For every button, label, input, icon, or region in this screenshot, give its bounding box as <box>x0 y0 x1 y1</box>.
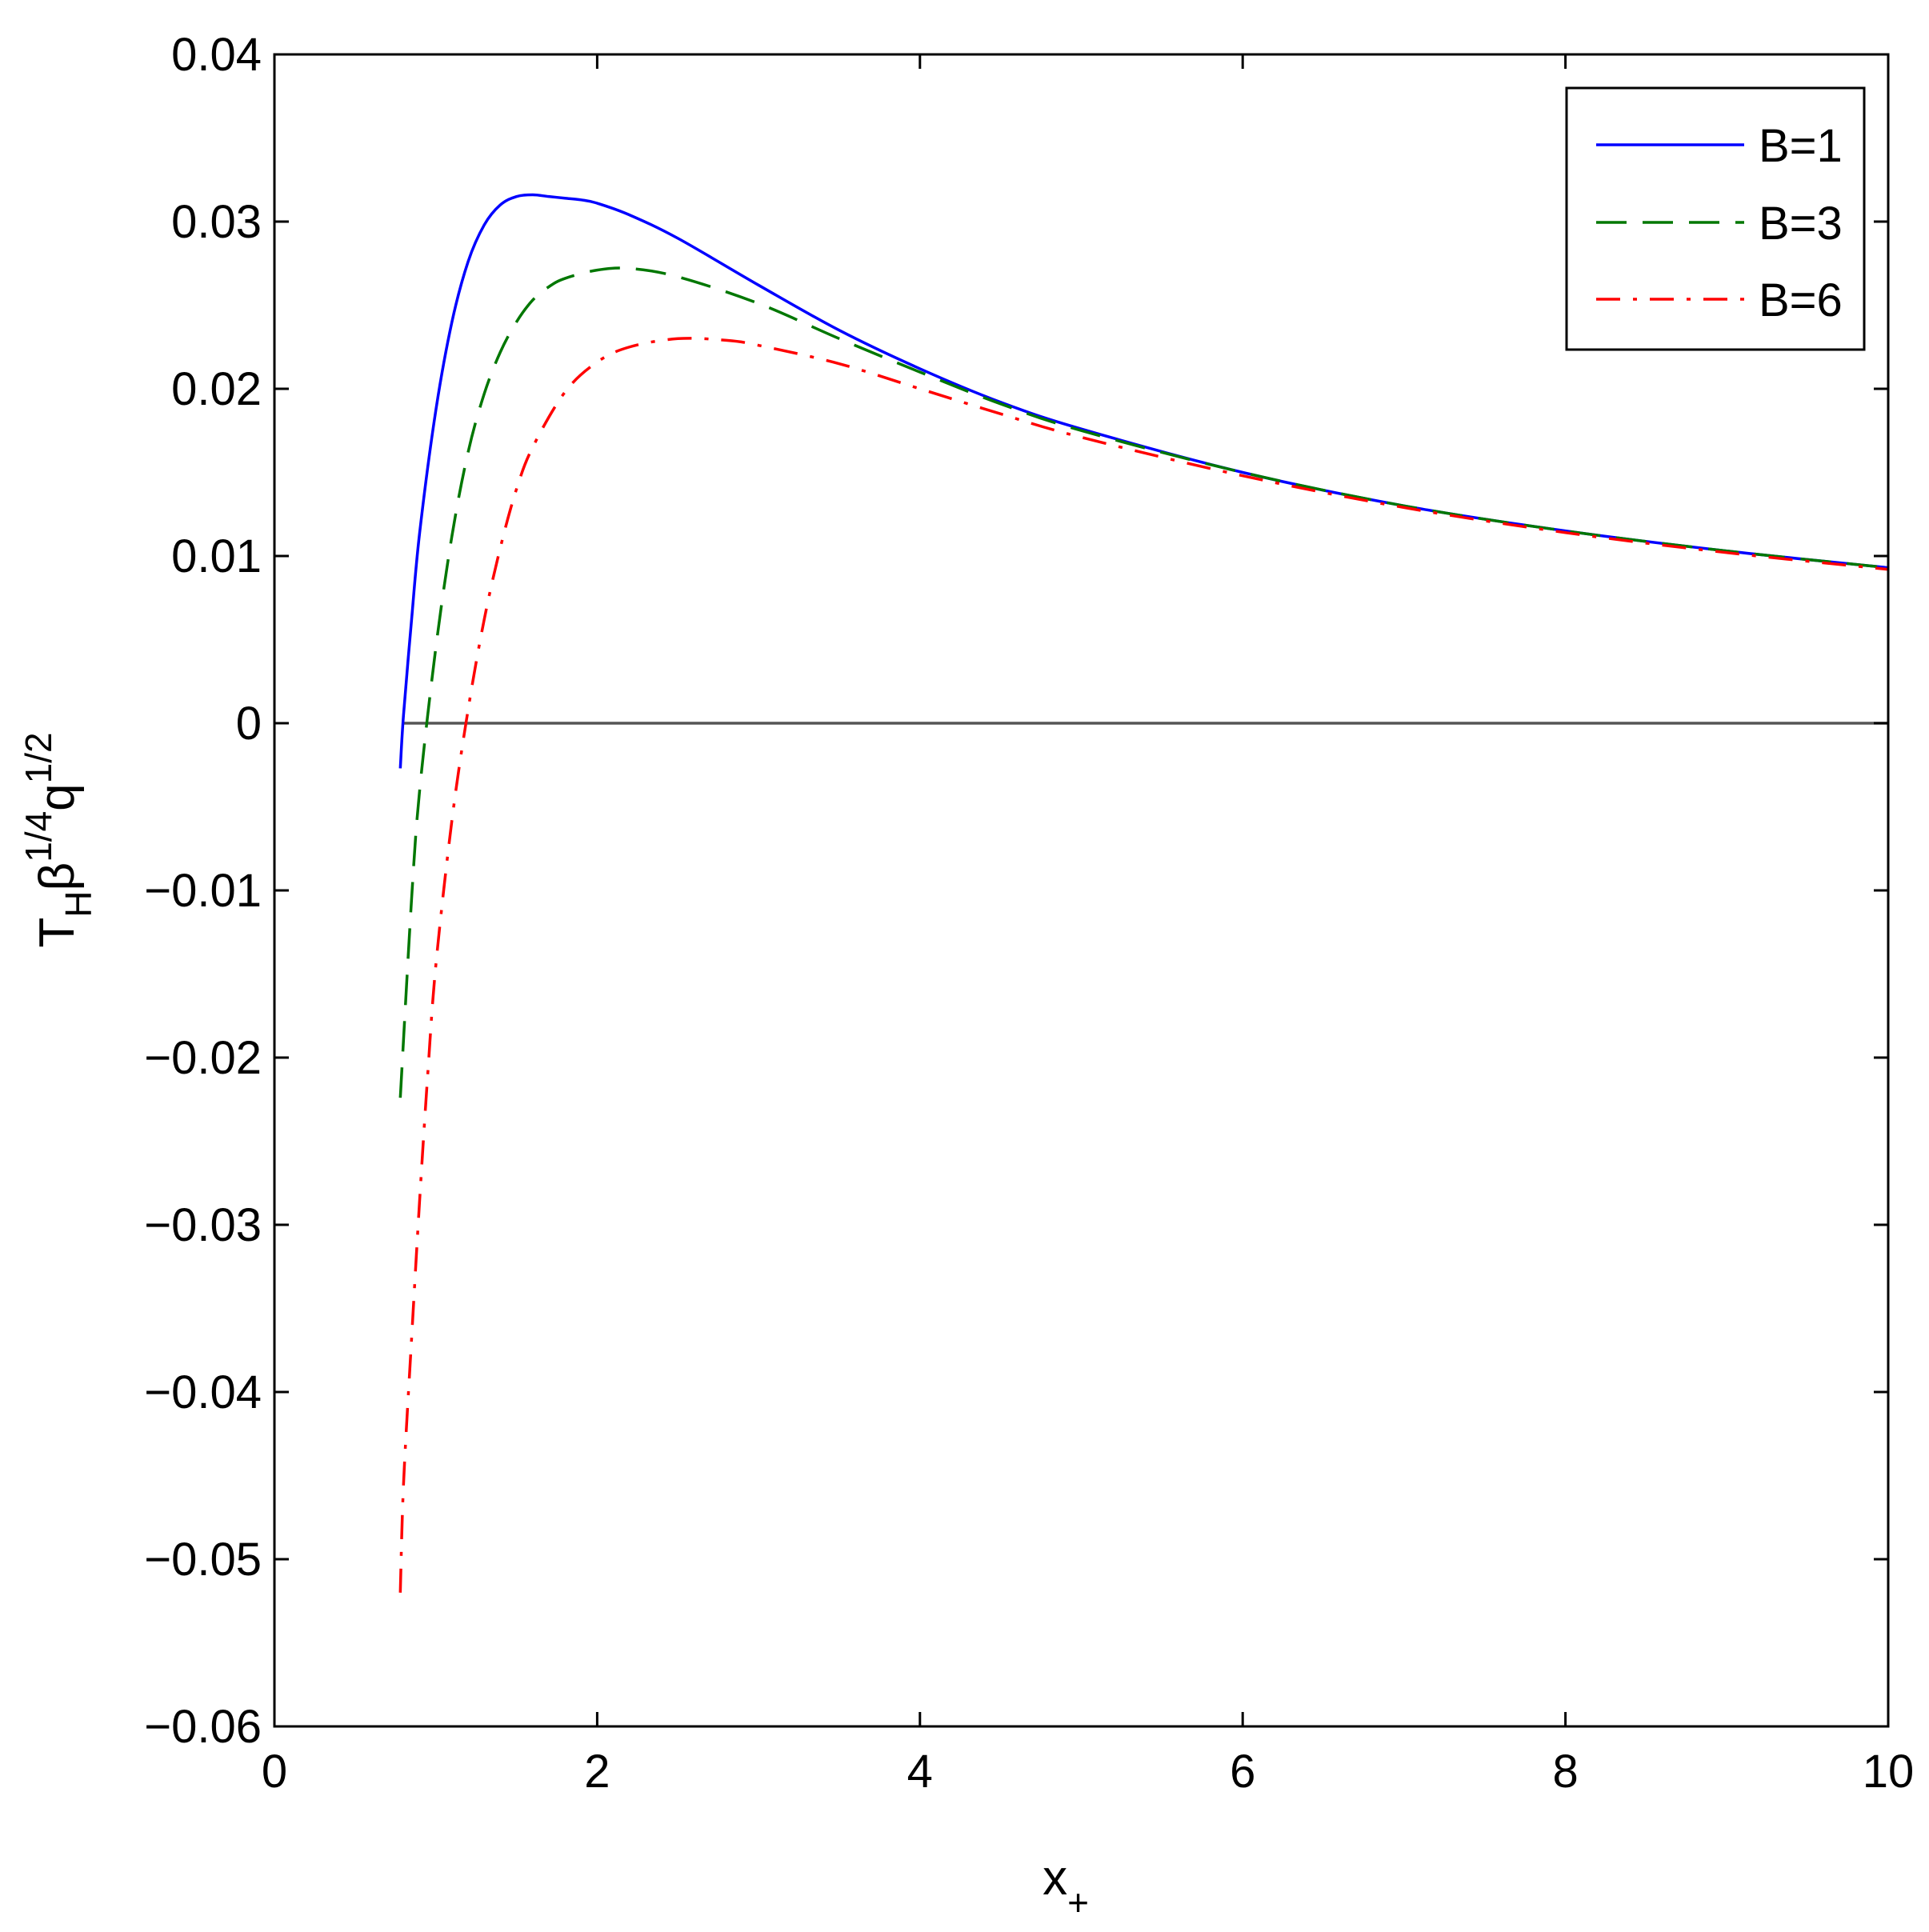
y-tick-label: −0.06 <box>144 1701 262 1753</box>
y-tick-label: −0.01 <box>144 865 262 917</box>
series-layer <box>398 193 1888 1593</box>
legend-label-b1: B=1 <box>1759 120 1843 172</box>
legend-label-b3: B=3 <box>1759 198 1843 250</box>
y-tick-label: −0.05 <box>144 1534 262 1586</box>
legend: B=1 B=3 B=6 <box>1565 86 1866 351</box>
x-axis-label: x+ <box>1043 1850 1089 1923</box>
y-axis-label: THβ1/4q1/2 <box>18 732 99 947</box>
series-line-b3 <box>398 266 1888 1098</box>
x-tick-label: 2 <box>584 1746 610 1798</box>
y-tick-label: −0.02 <box>144 1032 262 1084</box>
legend-label-b6: B=6 <box>1759 274 1843 326</box>
x-tick-label: 10 <box>1863 1746 1915 1798</box>
x-axis-label-base: x <box>1043 1850 1067 1906</box>
y-tick-label: 0.03 <box>171 196 262 248</box>
y-axis-label-tail: q <box>30 783 85 810</box>
y-tick-label: 0 <box>236 698 262 750</box>
x-tick-label: 6 <box>1230 1746 1255 1798</box>
y-axis-label-sup1: 1/4 <box>18 811 59 862</box>
tick-labels-layer: 0 2 4 6 8 10 −0.06 −0.05 −0.04 −0.03 −0.02 −0.01 0 0.… <box>144 29 1914 1798</box>
x-tick-label: 8 <box>1552 1746 1578 1798</box>
y-tick-label: −0.04 <box>144 1366 262 1418</box>
ticks-layer <box>273 53 1890 1728</box>
y-tick-label: 0.04 <box>171 29 262 81</box>
y-axis-label-base: T <box>30 918 85 948</box>
y-tick-label: 0.01 <box>171 530 262 582</box>
x-tick-label: 4 <box>907 1746 933 1798</box>
y-axis-label-sup2: 1/2 <box>18 732 59 783</box>
x-axis-label-sub: + <box>1067 1882 1089 1923</box>
y-axis-label-mid: β <box>30 862 85 891</box>
y-axis-label-sub: H <box>58 890 99 917</box>
y-tick-label: −0.03 <box>144 1199 262 1251</box>
series-line-b6 <box>398 337 1888 1593</box>
y-tick-label: 0.02 <box>171 363 262 415</box>
legend-box <box>1565 86 1866 351</box>
series-line-b1 <box>398 193 1888 769</box>
x-tick-label: 0 <box>262 1746 287 1798</box>
